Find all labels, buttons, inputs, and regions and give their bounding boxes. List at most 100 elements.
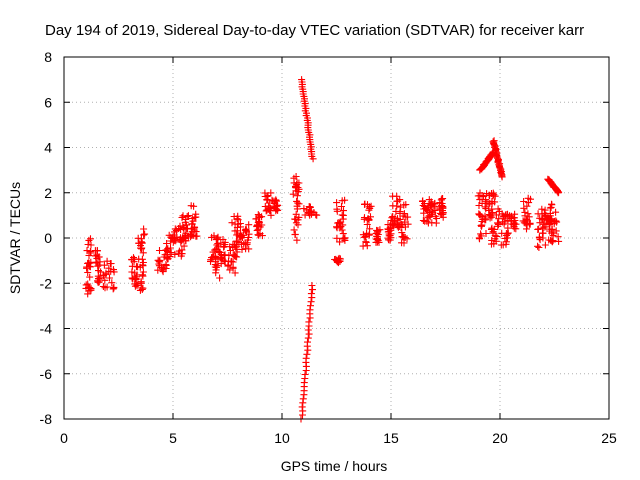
axis-ticks: 0 5 10 15 20 25 -8 -6 -4 -2 0 2 4 6 8	[40, 49, 617, 446]
data-point	[191, 214, 199, 221]
data-point	[238, 246, 246, 253]
data-point	[291, 230, 299, 238]
data-point	[96, 258, 104, 266]
data-point	[245, 221, 253, 229]
data-point	[138, 271, 146, 279]
data-point	[494, 221, 502, 228]
data-point	[542, 223, 550, 231]
data-point	[164, 245, 172, 253]
data-point	[397, 224, 405, 231]
y-tick-label: 2	[44, 185, 52, 201]
data-point	[84, 290, 92, 298]
data-point	[506, 212, 514, 220]
data-point	[180, 242, 188, 250]
data-point	[171, 250, 179, 258]
data-point	[172, 237, 180, 245]
data-point	[262, 207, 270, 215]
data-point	[109, 285, 117, 293]
data-point	[84, 280, 92, 288]
data-point	[271, 203, 278, 211]
data-point	[139, 249, 147, 257]
data-point	[307, 302, 314, 310]
y-axis-label: SDTVAR / TECUs	[7, 182, 23, 294]
data-point	[502, 238, 510, 246]
data-point	[494, 205, 502, 213]
data-point	[128, 268, 136, 276]
data-point	[474, 192, 482, 200]
data-point	[363, 221, 371, 228]
data-point	[87, 235, 94, 243]
data-point	[522, 219, 530, 227]
data-point	[83, 263, 91, 271]
data-point	[304, 338, 311, 346]
y-tick-label: -2	[40, 275, 53, 291]
data-point	[303, 350, 311, 358]
data-point	[95, 275, 103, 283]
data-point	[85, 236, 93, 244]
data-point	[338, 203, 345, 210]
data-points	[82, 76, 563, 423]
data-point	[289, 190, 297, 198]
data-point	[245, 234, 252, 241]
data-point	[229, 251, 237, 259]
data-point	[335, 259, 342, 267]
data-point	[419, 202, 427, 209]
data-point	[553, 218, 561, 226]
data-point	[226, 266, 234, 274]
data-point	[338, 226, 346, 234]
data-point	[105, 268, 113, 276]
data-point	[304, 334, 312, 342]
data-point	[482, 197, 490, 205]
data-point	[538, 205, 546, 213]
data-point	[101, 276, 109, 284]
data-point	[307, 290, 315, 298]
data-point	[272, 207, 280, 215]
data-point	[489, 209, 497, 216]
data-point	[291, 215, 299, 223]
data-point	[95, 253, 103, 261]
data-point	[159, 265, 167, 273]
data-point	[423, 207, 431, 215]
data-point	[106, 274, 113, 282]
data-point	[292, 184, 300, 192]
data-point	[85, 252, 93, 259]
data-point	[307, 298, 315, 306]
data-point	[213, 262, 221, 270]
data-point	[396, 196, 404, 204]
data-point	[309, 286, 316, 294]
data-point	[167, 249, 175, 257]
data-point	[95, 267, 102, 275]
data-point	[427, 203, 435, 211]
data-point	[547, 236, 555, 244]
data-point	[87, 258, 95, 266]
data-point	[177, 234, 184, 242]
data-point	[341, 234, 349, 242]
data-point	[438, 211, 446, 219]
data-point	[361, 214, 368, 222]
data-point	[541, 241, 549, 249]
data-point	[212, 266, 220, 274]
data-point	[428, 210, 436, 218]
y-tick-label: -6	[40, 366, 53, 382]
data-point	[190, 231, 198, 239]
data-point	[139, 259, 147, 266]
data-point	[393, 192, 401, 200]
data-point	[267, 189, 275, 197]
data-point	[363, 242, 371, 250]
data-point	[211, 246, 219, 254]
data-point	[363, 229, 371, 237]
data-point	[546, 219, 554, 227]
data-point	[261, 193, 269, 200]
data-point	[548, 237, 556, 245]
data-point	[187, 233, 195, 241]
data-point	[492, 211, 500, 219]
data-point	[534, 226, 542, 233]
data-point	[541, 206, 549, 214]
data-point	[546, 204, 554, 212]
data-point	[156, 258, 164, 266]
data-point	[524, 194, 532, 202]
data-point	[498, 173, 506, 181]
data-point	[245, 245, 253, 253]
data-point	[184, 212, 192, 220]
data-point	[476, 211, 484, 219]
